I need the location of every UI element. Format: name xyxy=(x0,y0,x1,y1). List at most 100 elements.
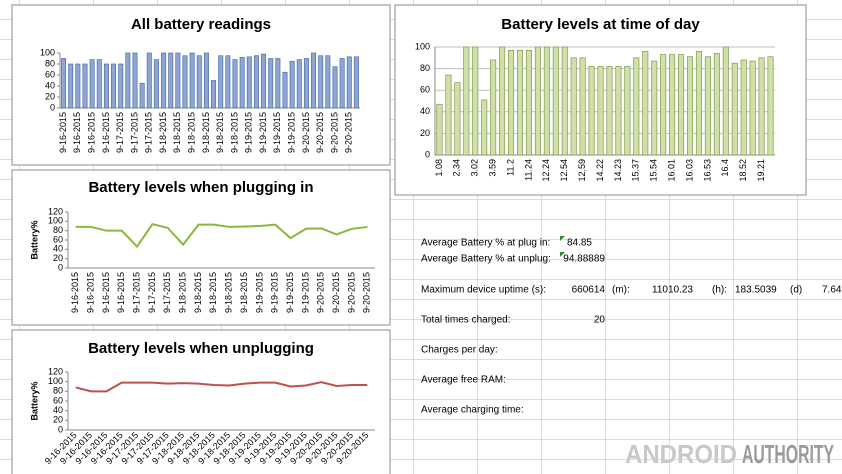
bar xyxy=(239,57,245,109)
bar xyxy=(472,46,479,156)
bar xyxy=(552,46,559,156)
line xyxy=(75,381,368,393)
bar xyxy=(203,52,209,109)
bar xyxy=(436,103,443,156)
bar xyxy=(454,82,461,156)
y-tick-label: 80 xyxy=(53,225,63,235)
x-tick-label: 9-18-2015 xyxy=(178,272,188,313)
bar xyxy=(118,63,124,109)
x-tick-label: 1.08 xyxy=(434,159,444,177)
bar xyxy=(261,53,267,109)
x-tick-label: 9-18-2015 xyxy=(193,272,203,313)
y-tick-label: 20 xyxy=(45,91,55,101)
bar xyxy=(588,66,595,156)
bar xyxy=(246,56,252,109)
y-axis-title: Battery% xyxy=(29,220,39,259)
x-tick-label: 18.52 xyxy=(738,159,748,182)
x-tick-label: 9-19-2015 xyxy=(285,272,295,313)
x-tick-label: 9-17-2015 xyxy=(131,272,141,313)
cell-label: (h): xyxy=(712,285,727,296)
bar xyxy=(561,46,568,156)
y-tick-label: 100 xyxy=(415,41,430,51)
x-tick-label: 3.59 xyxy=(488,159,498,177)
bar xyxy=(633,57,640,156)
x-tick-label: 11.24 xyxy=(523,159,533,181)
chart-box xyxy=(11,169,391,326)
bar xyxy=(311,52,317,109)
bar xyxy=(325,55,331,109)
bar xyxy=(353,56,359,109)
x-tick-label: 9-20-2015 xyxy=(315,112,325,153)
bar xyxy=(543,46,550,156)
x-tick-label: 16.53 xyxy=(702,159,712,182)
bar xyxy=(695,50,702,156)
x-tick-label: 3.02 xyxy=(470,159,480,177)
bar xyxy=(225,55,231,109)
x-tick-label: 9-16-2015 xyxy=(101,272,111,313)
bar xyxy=(534,46,541,156)
x-tick-label: 9-19-2015 xyxy=(244,112,254,153)
x-tick-label: 14.23 xyxy=(613,159,623,182)
bar xyxy=(175,52,181,109)
x-tick-label: 16.4 xyxy=(720,159,730,177)
x-tick-label: 9-20-2015 xyxy=(329,112,339,153)
y-tick-label: 100 xyxy=(48,216,63,226)
bar xyxy=(669,54,676,156)
cell-value: 183.5039 xyxy=(735,285,777,296)
bar xyxy=(111,63,117,109)
y-tick-label: 20 xyxy=(53,253,63,263)
x-tick-label: 12.59 xyxy=(577,159,587,182)
bar xyxy=(125,52,131,109)
x-tick-label: 9-17-2015 xyxy=(129,112,139,153)
bar xyxy=(570,57,577,156)
y-tick-label: 20 xyxy=(53,415,63,425)
watermark: ANDROID xyxy=(625,439,737,469)
line xyxy=(75,222,368,249)
bar xyxy=(678,54,685,156)
x-tick-label: 9-16-2015 xyxy=(85,272,95,313)
bar xyxy=(767,56,774,156)
bar xyxy=(615,66,622,156)
y-tick-label: 40 xyxy=(420,106,430,116)
x-tick-label: 12.54 xyxy=(559,159,569,182)
cell-label: (m): xyxy=(612,285,630,296)
x-tick-label: 9-19-2015 xyxy=(272,112,282,153)
x-tick-label: 9-19-2015 xyxy=(287,112,297,153)
y-tick-label: 0 xyxy=(58,424,63,434)
bar xyxy=(579,57,586,156)
x-tick-label: 12.24 xyxy=(541,159,551,182)
x-tick-label: 16.03 xyxy=(684,159,694,182)
x-tick-label: 9-16-2015 xyxy=(72,112,82,153)
cell-label: Total times charged: xyxy=(421,315,511,326)
y-tick-label: 120 xyxy=(48,366,63,376)
y-tick-label: 60 xyxy=(53,395,63,405)
x-tick-label: 9-19-2015 xyxy=(300,272,310,313)
cell-label: Charges per day: xyxy=(421,345,498,356)
y-tick-label: 0 xyxy=(58,262,63,272)
cell-label: (d) xyxy=(790,285,802,296)
bar xyxy=(660,54,667,156)
cell-value: 20 xyxy=(594,315,606,326)
bar xyxy=(525,49,532,156)
bar xyxy=(168,52,174,109)
x-tick-label: 9-18-2015 xyxy=(187,112,197,153)
bar xyxy=(289,60,295,109)
bar xyxy=(740,59,747,156)
bar xyxy=(481,99,488,156)
bar xyxy=(275,58,281,109)
x-tick-label: 15.37 xyxy=(631,159,641,182)
y-tick-label: 60 xyxy=(45,69,55,79)
bar xyxy=(268,58,274,109)
x-tick-label: 9-17-2015 xyxy=(162,272,172,313)
bar xyxy=(749,60,756,156)
x-tick-label: 9-20-2015 xyxy=(316,272,326,313)
x-tick-label: 9-17-2015 xyxy=(147,272,157,313)
x-tick-label: 11.2 xyxy=(505,159,515,176)
x-tick-label: 9-20-2015 xyxy=(331,272,341,313)
y-tick-label: 40 xyxy=(45,80,55,90)
y-tick-label: 40 xyxy=(53,405,63,415)
bar xyxy=(132,52,138,109)
bar xyxy=(490,59,497,156)
x-tick-label: 9-16-2015 xyxy=(87,112,97,153)
